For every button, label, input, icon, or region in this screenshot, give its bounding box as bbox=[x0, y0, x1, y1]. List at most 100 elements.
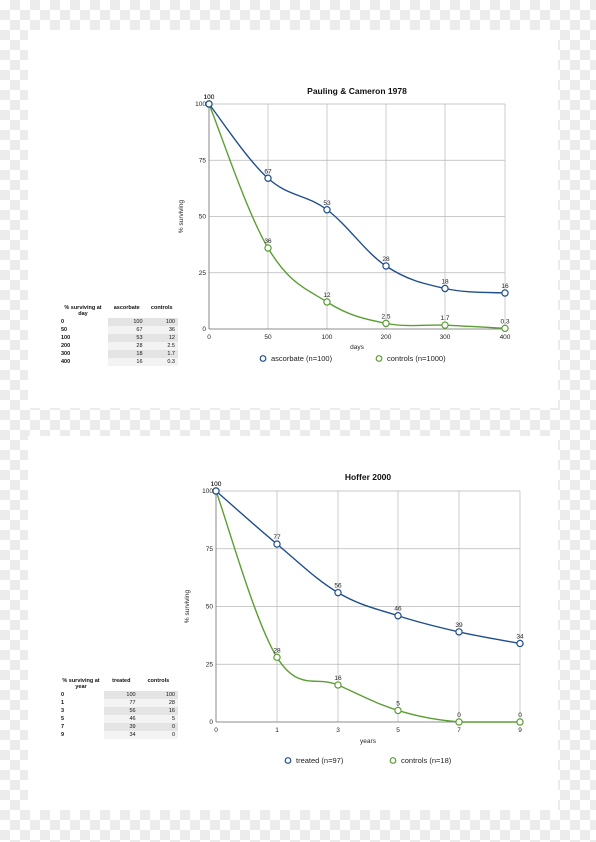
data-label: 28 bbox=[273, 647, 281, 654]
table-header-cell: controls bbox=[138, 677, 178, 691]
table-cell: 12 bbox=[145, 334, 178, 342]
data-label: 34 bbox=[516, 633, 524, 640]
data-label: 100 bbox=[204, 94, 215, 101]
table-cell: 46 bbox=[104, 715, 139, 723]
table-cell: 100 bbox=[104, 691, 139, 699]
table-cell: 1 bbox=[58, 699, 104, 707]
x-tick-label: 400 bbox=[500, 334, 511, 341]
chart-title: Hoffer 2000 bbox=[345, 472, 392, 482]
table-row: 100 53 12 bbox=[58, 334, 178, 342]
chart-title: Pauling & Cameron 1978 bbox=[307, 86, 407, 96]
table-row: 9 34 0 bbox=[58, 731, 178, 739]
table-cell: 67 bbox=[108, 326, 146, 334]
table-row: 200 28 2.5 bbox=[58, 342, 178, 350]
data-point bbox=[323, 206, 331, 214]
data-point bbox=[516, 639, 524, 648]
table-cell: 5 bbox=[138, 715, 178, 723]
legend-label: controls (n=18) bbox=[401, 756, 452, 765]
table-header-cell: % surviving at day bbox=[58, 304, 108, 318]
table-row: 400 16 0.3 bbox=[58, 358, 178, 366]
data-point bbox=[394, 706, 402, 715]
table-header-row: % surviving at year treated controls bbox=[58, 677, 178, 691]
data-point bbox=[501, 324, 509, 333]
table-header-cell: treated bbox=[104, 677, 139, 691]
y-tick-label: 0 bbox=[209, 719, 213, 726]
table-header-cell: ascorbate bbox=[108, 304, 146, 318]
legend-label: ascorbate (n=100) bbox=[271, 354, 333, 363]
data-label: 100 bbox=[211, 481, 222, 488]
data-label: 67 bbox=[264, 168, 272, 175]
data-label: 39 bbox=[455, 622, 463, 629]
y-tick-label: 0 bbox=[202, 326, 206, 333]
data-point bbox=[441, 284, 449, 293]
data-point bbox=[334, 588, 342, 597]
data-point bbox=[455, 718, 463, 726]
data-point bbox=[212, 487, 220, 495]
table-cell: 36 bbox=[145, 326, 178, 334]
table-cell: 18 bbox=[108, 350, 146, 358]
table-cell: 0.3 bbox=[145, 358, 178, 366]
x-tick-label: 7 bbox=[457, 727, 461, 734]
data-label: 1.7 bbox=[440, 315, 449, 322]
table-cell: 9 bbox=[58, 731, 104, 739]
series-line bbox=[215, 490, 521, 645]
table-cell: 50 bbox=[58, 326, 108, 334]
data-point bbox=[382, 319, 390, 328]
chart-panel-hoffer bbox=[28, 436, 558, 810]
data-label: 56 bbox=[334, 583, 342, 590]
legend-marker bbox=[284, 757, 292, 764]
table-cell: 16 bbox=[138, 707, 178, 715]
x-axis-label: years bbox=[360, 738, 377, 745]
data-label: 53 bbox=[323, 200, 331, 207]
x-tick-label: 200 bbox=[381, 334, 392, 341]
table-cell: 1.7 bbox=[145, 350, 178, 358]
data-table-hoffer: % surviving at year treated controls 0 10… bbox=[58, 677, 178, 739]
table-cell: 53 bbox=[108, 334, 146, 342]
table-row: 7 39 0 bbox=[58, 723, 178, 731]
table-cell: 100 bbox=[138, 691, 178, 699]
table-cell: 5 bbox=[58, 715, 104, 723]
data-point bbox=[441, 321, 449, 329]
x-tick-label: 100 bbox=[322, 334, 333, 341]
table-cell: 2.5 bbox=[145, 342, 178, 350]
table-cell: 77 bbox=[104, 699, 139, 707]
table-cell: 3 bbox=[58, 707, 104, 715]
table-header-cell: controls bbox=[145, 304, 178, 318]
x-tick-label: 9 bbox=[518, 727, 522, 734]
x-axis-label: days bbox=[350, 344, 364, 351]
table-row: 5 46 5 bbox=[58, 715, 178, 723]
y-axis-label: % surviving bbox=[184, 589, 191, 623]
table-cell: 16 bbox=[108, 358, 146, 366]
table-cell: 0 bbox=[58, 691, 104, 699]
data-label: 100 bbox=[204, 94, 215, 101]
data-label: 16 bbox=[501, 283, 509, 290]
y-tick-label: 50 bbox=[199, 214, 207, 221]
legend-label: treated (n=97) bbox=[296, 756, 344, 765]
x-tick-label: 0 bbox=[214, 727, 218, 734]
data-label: 28 bbox=[382, 256, 390, 263]
x-tick-label: 5 bbox=[396, 727, 400, 734]
table-cell: 200 bbox=[58, 342, 108, 350]
data-point bbox=[516, 718, 524, 726]
x-tick-label: 0 bbox=[207, 334, 211, 341]
data-label: 46 bbox=[394, 606, 402, 613]
table-cell: 0 bbox=[58, 318, 108, 326]
data-point bbox=[264, 244, 272, 252]
table-cell: 100 bbox=[58, 334, 108, 342]
x-tick-label: 300 bbox=[440, 334, 451, 341]
data-point bbox=[264, 174, 272, 182]
table-cell: 56 bbox=[104, 707, 139, 715]
table-header-row: % surviving at day ascorbate controls bbox=[58, 304, 178, 318]
table-row: 300 18 1.7 bbox=[58, 350, 178, 358]
table-cell: 28 bbox=[138, 699, 178, 707]
legend-marker bbox=[375, 355, 383, 362]
table-row: 50 67 36 bbox=[58, 326, 178, 334]
table-row: 0 100 100 bbox=[58, 318, 178, 326]
y-tick-label: 25 bbox=[199, 270, 207, 277]
y-tick-label: 25 bbox=[206, 661, 214, 668]
x-tick-label: 50 bbox=[264, 334, 272, 341]
table-cell: 39 bbox=[104, 723, 139, 731]
data-point bbox=[382, 262, 390, 270]
